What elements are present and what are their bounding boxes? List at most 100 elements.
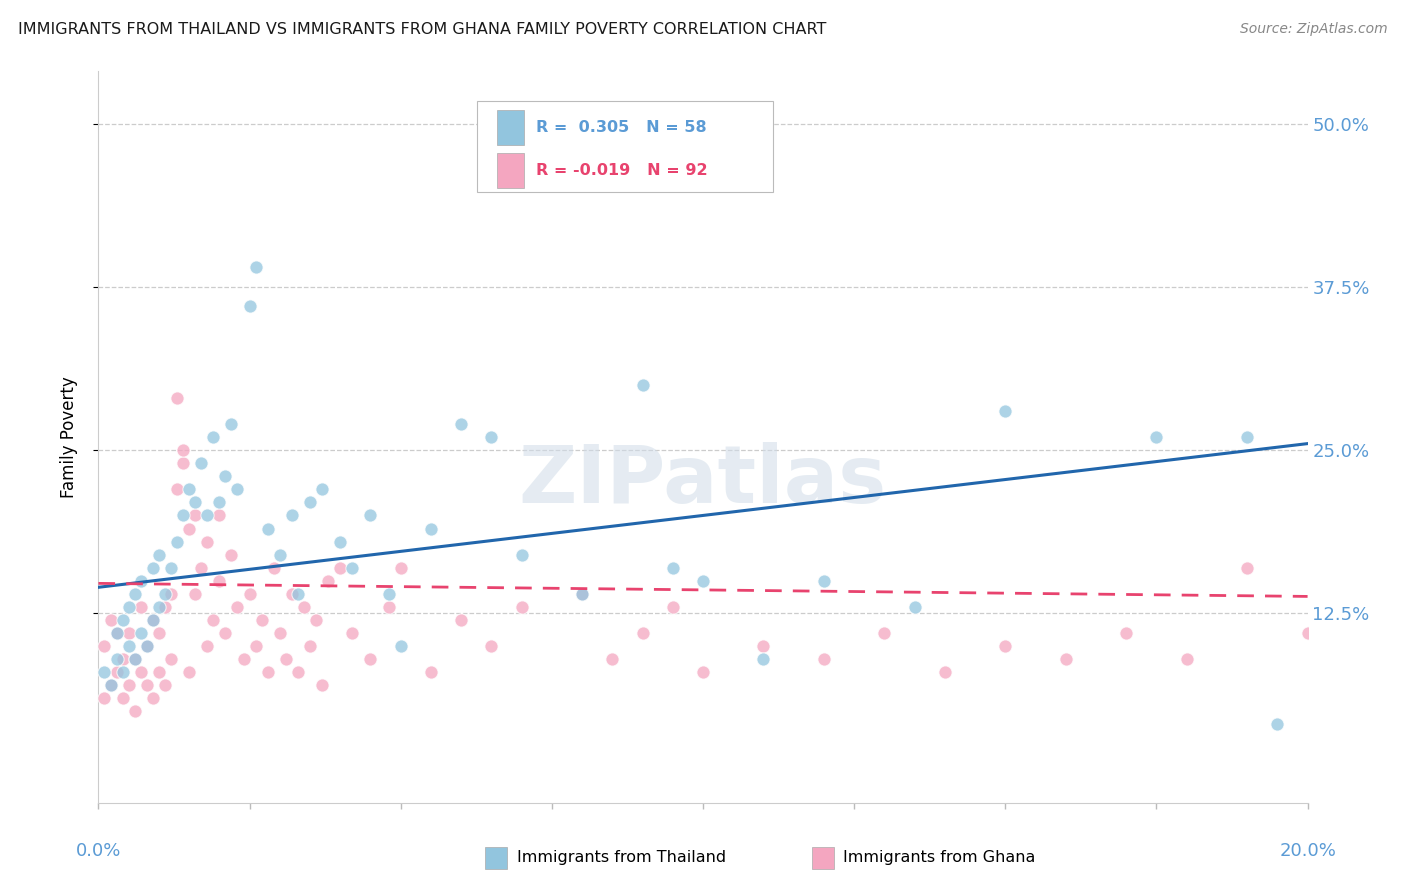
Point	[153, 678, 176, 692]
Point	[160, 560, 183, 574]
Bar	[485, 847, 508, 869]
Point	[342, 626, 364, 640]
Point	[287, 587, 309, 601]
Bar	[498, 153, 524, 187]
Point	[1115, 626, 1137, 640]
Point	[111, 665, 134, 680]
Point	[129, 574, 152, 588]
Point	[994, 639, 1017, 653]
Text: Immigrants from Ghana: Immigrants from Ghana	[844, 850, 1036, 865]
Point	[263, 560, 285, 574]
Bar	[811, 847, 834, 869]
Point	[661, 560, 683, 574]
Point	[135, 678, 157, 692]
Point	[135, 639, 157, 653]
Point	[752, 652, 775, 666]
Point	[281, 587, 304, 601]
Point	[287, 665, 309, 680]
Point	[281, 508, 304, 523]
Point	[1296, 626, 1319, 640]
Point	[142, 560, 165, 574]
Point	[172, 508, 194, 523]
Point	[166, 483, 188, 497]
Point	[124, 587, 146, 601]
Point	[631, 377, 654, 392]
Bar	[498, 110, 524, 145]
Point	[239, 587, 262, 601]
Point	[190, 560, 212, 574]
Point	[934, 665, 956, 680]
Point	[214, 469, 236, 483]
Point	[389, 560, 412, 574]
Point	[389, 639, 412, 653]
Point	[172, 443, 194, 458]
Point	[111, 691, 134, 706]
Point	[129, 599, 152, 614]
FancyBboxPatch shape	[477, 101, 773, 192]
Point	[153, 587, 176, 601]
Text: 0.0%: 0.0%	[76, 842, 121, 860]
Y-axis label: Family Poverty: Family Poverty	[59, 376, 77, 498]
Point	[571, 587, 593, 601]
Point	[118, 639, 141, 653]
Point	[179, 483, 201, 497]
Point	[269, 548, 291, 562]
Point	[195, 639, 218, 653]
Point	[631, 626, 654, 640]
Point	[226, 599, 249, 614]
Point	[142, 613, 165, 627]
Text: Source: ZipAtlas.com: Source: ZipAtlas.com	[1240, 22, 1388, 37]
Point	[1054, 652, 1077, 666]
Point	[100, 678, 122, 692]
Point	[873, 626, 896, 640]
Point	[311, 483, 333, 497]
Point	[813, 574, 835, 588]
Point	[184, 495, 207, 509]
Point	[111, 652, 134, 666]
Point	[129, 665, 152, 680]
Point	[195, 508, 218, 523]
Point	[571, 587, 593, 601]
Point	[124, 705, 146, 719]
Point	[239, 300, 262, 314]
Point	[142, 691, 165, 706]
Point	[692, 665, 714, 680]
Point	[510, 599, 533, 614]
Point	[208, 495, 231, 509]
Point	[93, 639, 115, 653]
Point	[994, 404, 1017, 418]
Point	[692, 574, 714, 588]
Point	[316, 574, 339, 588]
Point	[179, 665, 201, 680]
Point	[602, 652, 624, 666]
Point	[111, 613, 134, 627]
Point	[510, 548, 533, 562]
Point	[148, 665, 170, 680]
Point	[166, 534, 188, 549]
Point	[1357, 587, 1379, 601]
Point	[311, 678, 333, 692]
Point	[135, 639, 157, 653]
Point	[105, 626, 128, 640]
Point	[221, 548, 243, 562]
Point	[124, 652, 146, 666]
Point	[360, 652, 382, 666]
Point	[100, 678, 122, 692]
Point	[342, 560, 364, 574]
Point	[118, 599, 141, 614]
Point	[1236, 560, 1258, 574]
Point	[250, 613, 273, 627]
Text: Immigrants from Thailand: Immigrants from Thailand	[517, 850, 725, 865]
Point	[172, 456, 194, 470]
Point	[420, 521, 443, 535]
Point	[93, 691, 115, 706]
Point	[184, 587, 207, 601]
Point	[118, 626, 141, 640]
Point	[299, 495, 322, 509]
Point	[142, 613, 165, 627]
Point	[166, 391, 188, 405]
Point	[214, 626, 236, 640]
Point	[274, 652, 297, 666]
Point	[661, 599, 683, 614]
Point	[1144, 430, 1167, 444]
